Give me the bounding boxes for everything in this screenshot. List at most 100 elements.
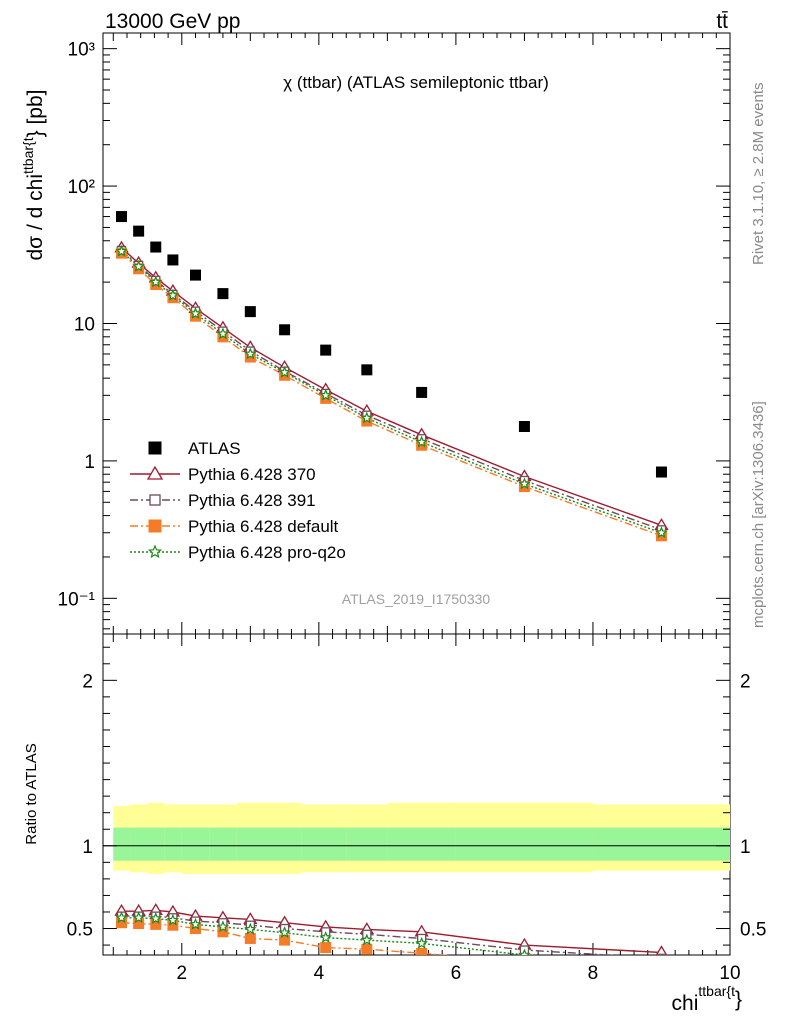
legend-marker [148, 441, 162, 455]
main-y-axis-label: dσ / d chittbar{t} [pb] [20, 90, 47, 261]
ratio-y-tick-label: 0.5 [67, 920, 93, 941]
ratio-y-tick-label: 0.5 [740, 920, 766, 941]
main-data-point [150, 241, 162, 253]
ratio-band-inner-segment [236, 827, 268, 861]
main-data-point [320, 344, 332, 356]
main-data-point [189, 307, 202, 319]
main-data-point [244, 347, 257, 360]
ratio-data-point [415, 936, 428, 949]
ratio-band-inner-segment [346, 827, 388, 861]
ratio-data-point [319, 931, 332, 943]
x-axis-label-sup: ttbar{t [698, 983, 735, 999]
ratio-data-point [132, 911, 145, 924]
legend-entry-label: ATLAS [188, 439, 241, 458]
ratio-band-inner-segment [181, 827, 210, 861]
main-data-point [132, 259, 145, 272]
ratio-data-point [519, 957, 529, 967]
main-data-point [133, 225, 145, 237]
ratio-data-point [360, 933, 374, 946]
x-axis-label-post: } [735, 988, 742, 1011]
legend-entry-label: Pythia 6.428 370 [188, 465, 316, 484]
ratio-data-point [656, 953, 667, 955]
legend-marker [148, 519, 162, 533]
ratio-band-inner-segment [455, 827, 593, 861]
ratio-series-line [121, 917, 536, 955]
ratio-series-line [121, 922, 452, 955]
main-y-axis-label-sup: ttbar{t [20, 137, 36, 174]
main-y-tick-label: 1 [84, 452, 95, 473]
ratio-band-inner-segment [267, 827, 302, 861]
x-tick-label: 8 [588, 963, 599, 984]
header-left: 13000 GeV pp [105, 10, 240, 33]
ratio-band-inner-segment [387, 827, 456, 861]
ratio-band-inner-segment [209, 827, 237, 861]
main-data-point [217, 288, 229, 300]
ratio-band-inner-segment [164, 827, 182, 861]
main-y-tick-label: 10³ [68, 40, 95, 61]
main-data-point [416, 386, 428, 398]
rivet-version-label: Rivet 3.1.10, ≥ 2.8M events [750, 83, 767, 266]
ratio-data-point [518, 948, 531, 955]
header-right: tt̄ [716, 10, 728, 33]
x-axis-label: chittbar{t} [672, 983, 742, 1015]
legend-marker [149, 494, 161, 506]
ratio-data-point [189, 917, 202, 930]
main-data-point [655, 466, 667, 478]
ratio-data-point [115, 911, 128, 924]
main-data-point [149, 275, 163, 288]
ratio-data-point [320, 942, 332, 954]
ratio-data-point [244, 932, 256, 944]
axis-ticks: 2 4 6 8 10 10⁻¹ 1 10 10² 10³ 0.5 0.5 1 1 2 2 [58, 33, 766, 984]
main-data-point [167, 254, 179, 266]
legend-entry-label: Pythia 6.428 default [188, 517, 339, 536]
ratio-band-inner-segment [147, 827, 165, 861]
main-data-point [319, 388, 332, 401]
ratio-y-axis-label: Ratio to ATLAS [23, 743, 40, 844]
main-data-point [518, 420, 530, 432]
ratio-panel-frame [102, 633, 731, 956]
main-panel-title: χ (ttbar) (ATLAS semileptonic ttbar) [283, 73, 549, 92]
ratio-data-point [216, 920, 230, 933]
main-y-axis-label-post: } [pb] [24, 90, 47, 138]
ratio-data-point [657, 958, 667, 967]
ratio-y-tick-label: 2 [740, 671, 751, 692]
main-data-point [166, 288, 180, 301]
ratio-data-point [361, 943, 373, 955]
ratio-y-tick-label: 1 [82, 837, 93, 858]
legend-entry-label: Pythia 6.428 pro-q2o [188, 543, 346, 562]
legend: ATLAS Pythia 6.428 370 Pythia 6.428 391 Pyt… [130, 439, 346, 562]
ratio-y-tick-label: 2 [82, 671, 93, 692]
ratio-data-point [416, 947, 428, 955]
legend-marker [147, 544, 163, 559]
ratio-data-point [149, 912, 163, 924]
ratio-y-tick-label: 1 [740, 837, 751, 858]
main-y-tick-label: 10 [74, 314, 95, 335]
main-series-line [121, 249, 662, 531]
analysis-watermark: ATLAS_2019_I1750330 [342, 591, 491, 607]
main-data-point [216, 327, 230, 340]
main-y-axis-label-pre: dσ / d chi [24, 174, 47, 261]
main-data-point [116, 211, 128, 223]
x-tick-label: 4 [314, 963, 325, 984]
ratio-series-line [121, 909, 662, 954]
main-data-point [361, 364, 373, 376]
x-axis-label-base: chi [672, 992, 699, 1015]
main-y-tick-label: 10² [68, 177, 95, 198]
ratio-band-inner-segment [301, 827, 347, 861]
ratio-series-line [121, 915, 619, 955]
ratio-data-point [278, 926, 291, 938]
x-tick-label: 10 [719, 963, 740, 984]
main-data-point [190, 269, 202, 281]
main-data-point [360, 411, 374, 424]
main-data-point [244, 306, 256, 318]
main-data-point [518, 477, 531, 490]
mcplots-label: mcplots.cern.ch [arXiv:1306.3436] [750, 401, 767, 628]
ratio-data-point [656, 962, 666, 972]
main-y-tick-label: 10⁻¹ [58, 589, 96, 610]
ratio-band-inner-segment [113, 827, 131, 861]
ratio-data-point [166, 913, 180, 926]
ratio-band-inner-segment [130, 827, 148, 861]
x-tick-label: 2 [177, 963, 188, 984]
ratio-data-point [244, 922, 257, 935]
